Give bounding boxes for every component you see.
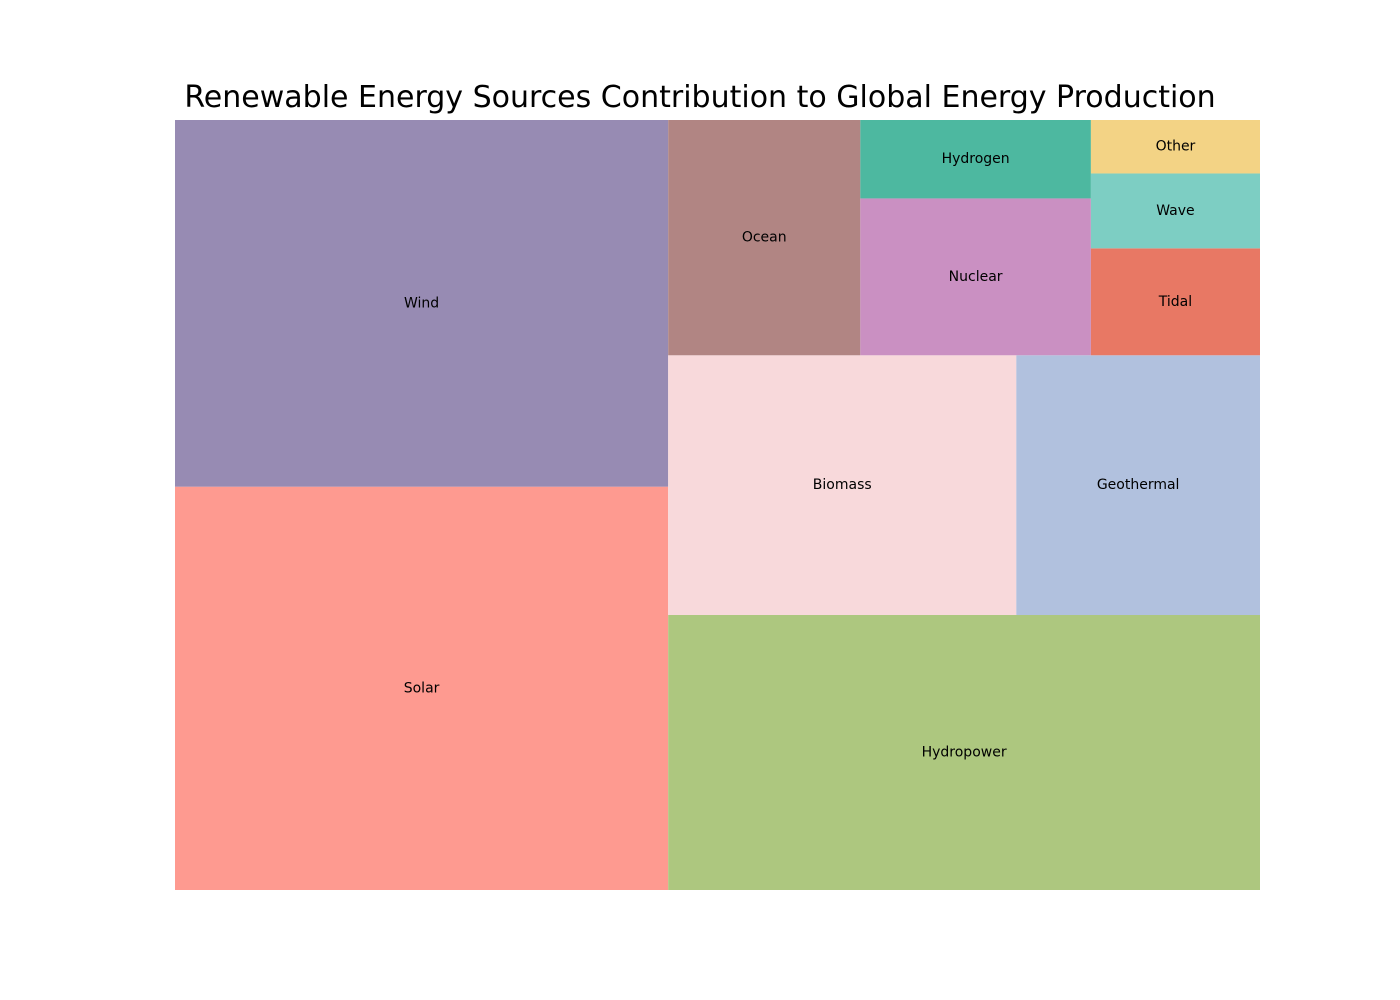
- tile-rect-hydrogen: [860, 120, 1091, 199]
- tile-rect-other: [1090, 120, 1260, 174]
- tile-label-nuclear: Nuclear: [949, 269, 1003, 285]
- tile-label-other: Other: [1156, 139, 1196, 155]
- tile-rect-wind: [175, 120, 669, 487]
- tile-solar: Solar: [175, 486, 669, 890]
- tile-label-biomass: Biomass: [813, 477, 872, 493]
- tile-label-ocean: Ocean: [742, 230, 787, 246]
- tile-label-hydropower: Hydropower: [922, 745, 1007, 761]
- tile-ocean: Ocean: [668, 120, 861, 356]
- tile-label-wave: Wave: [1156, 203, 1194, 219]
- tile-label-hydrogen: Hydrogen: [942, 151, 1010, 167]
- tile-rect-ocean: [668, 120, 861, 356]
- tile-label-wind: Wind: [404, 295, 439, 311]
- tile-nuclear: Nuclear: [860, 198, 1091, 356]
- tile-wave: Wave: [1090, 173, 1260, 249]
- tile-rect-nuclear: [860, 198, 1091, 356]
- tile-hydropower: Hydropower: [668, 615, 1260, 890]
- tile-label-geothermal: Geothermal: [1097, 477, 1180, 493]
- tile-tidal: Tidal: [1090, 248, 1260, 356]
- tile-other: Other: [1090, 120, 1260, 174]
- chart-title: Renewable Energy Sources Contribution to…: [184, 80, 1216, 115]
- tile-label-solar: Solar: [404, 680, 440, 696]
- tile-rect-hydropower: [668, 615, 1260, 890]
- tile-rect-geothermal: [1016, 355, 1260, 615]
- tile-rect-solar: [175, 486, 669, 890]
- tile-biomass: Biomass: [668, 355, 1017, 615]
- tile-rect-tidal: [1090, 248, 1260, 356]
- tile-wind: Wind: [175, 120, 669, 487]
- tile-label-tidal: Tidal: [1158, 294, 1192, 310]
- tile-rect-wave: [1090, 173, 1260, 249]
- tile-hydrogen: Hydrogen: [860, 120, 1091, 199]
- tile-geothermal: Geothermal: [1016, 355, 1260, 615]
- tile-rect-biomass: [668, 355, 1017, 615]
